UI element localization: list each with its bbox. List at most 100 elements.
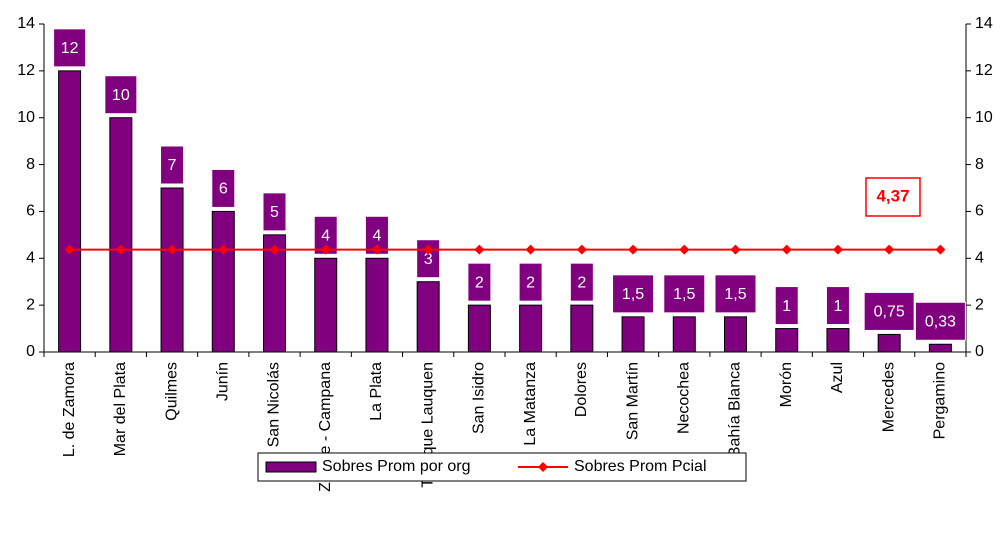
bar — [928, 343, 952, 353]
legend-label: Sobres Prom Pcial — [574, 458, 707, 475]
value-label-box — [160, 145, 185, 185]
legend-label: Sobres Prom por org — [322, 458, 471, 475]
line-marker — [218, 244, 229, 255]
annotation-box — [865, 177, 921, 217]
line-marker — [423, 244, 434, 255]
y2-tick-label: 2 — [975, 296, 984, 313]
y-tick-label: 2 — [26, 296, 35, 313]
y2-tick-label: 8 — [975, 156, 984, 173]
x-tick-label: Morón — [778, 362, 795, 407]
value-label: 0,75 — [874, 304, 905, 321]
legend-swatch — [265, 461, 317, 473]
line-marker — [525, 244, 536, 255]
y-tick-label: 0 — [26, 343, 35, 360]
value-label-box — [774, 286, 799, 326]
bar — [58, 70, 82, 353]
y-tick-label: 6 — [26, 203, 35, 220]
x-tick-label: San Martín — [624, 362, 641, 440]
x-tick-label: Azul — [829, 362, 846, 393]
bar — [467, 304, 491, 353]
bar — [519, 304, 543, 353]
value-label-box — [863, 291, 915, 331]
legend-box — [257, 452, 747, 482]
line-marker — [832, 244, 843, 255]
line-marker — [115, 244, 126, 255]
y2-tick-label: 6 — [975, 203, 984, 220]
bar — [416, 281, 440, 353]
bar — [724, 316, 747, 353]
value-label-box — [825, 286, 850, 326]
x-tick-label: Junín — [214, 362, 231, 401]
y2-tick-label: 0 — [975, 343, 984, 360]
bar — [877, 333, 901, 353]
value-label-box — [663, 274, 706, 314]
line-marker — [167, 244, 178, 255]
line-marker — [576, 244, 587, 255]
bar — [314, 257, 338, 353]
legend-swatch — [538, 462, 548, 472]
y-tick-label: 10 — [17, 109, 35, 126]
line-marker — [269, 244, 280, 255]
value-label: 6 — [219, 181, 228, 198]
value-label: 4 — [321, 228, 330, 245]
value-label: 5 — [270, 204, 279, 221]
bar — [365, 257, 389, 353]
x-tick-label: San Isidro — [471, 362, 488, 434]
bar — [211, 210, 235, 353]
line-marker — [371, 244, 382, 255]
line-marker — [679, 244, 690, 255]
line-marker — [474, 244, 485, 255]
line-marker — [884, 244, 895, 255]
value-label: 12 — [61, 40, 79, 57]
x-tick-label: Quilmes — [163, 362, 180, 421]
value-label-box — [518, 262, 543, 302]
bar — [775, 328, 799, 353]
x-tick-label: Pergamino — [932, 362, 949, 439]
line-marker — [320, 244, 331, 255]
value-label-box — [211, 168, 236, 208]
value-label: 2 — [526, 274, 535, 291]
bar — [672, 316, 696, 353]
value-label-box — [612, 274, 655, 314]
y2-tick-label: 10 — [975, 109, 993, 126]
value-label: 1 — [833, 298, 842, 315]
bar — [570, 304, 594, 353]
line-marker — [64, 244, 75, 255]
bar — [826, 328, 850, 353]
line-marker — [781, 244, 792, 255]
value-label: 10 — [112, 87, 130, 104]
line-marker — [935, 244, 946, 255]
value-label: 0,33 — [925, 313, 956, 330]
value-label: 1,5 — [673, 286, 695, 303]
y-tick-label: 8 — [26, 156, 35, 173]
y-tick-label: 12 — [17, 62, 35, 79]
value-label: 1,5 — [622, 286, 644, 303]
value-label: 2 — [475, 274, 484, 291]
x-tick-label: La Plata — [368, 362, 385, 421]
bar — [160, 187, 184, 353]
bar — [621, 316, 645, 353]
value-label-box — [467, 262, 492, 302]
x-tick-label: San Nicolás — [266, 362, 283, 447]
annotation: 4,37 — [876, 186, 909, 205]
x-tick-label: Bahía Blanca — [727, 362, 744, 457]
bar — [109, 117, 133, 353]
x-tick-label: L. de Zamora — [61, 362, 78, 457]
y-tick-label: 4 — [26, 250, 35, 267]
value-label-box — [714, 274, 757, 314]
y2-tick-label: 14 — [975, 15, 993, 32]
value-label: 3 — [424, 251, 433, 268]
x-tick-label: Necochea — [675, 362, 692, 434]
x-tick-label: Mercedes — [880, 362, 897, 432]
value-label-box — [914, 301, 966, 341]
line-marker — [628, 244, 639, 255]
bar — [263, 234, 286, 353]
value-label: 7 — [168, 157, 177, 174]
y2-tick-label: 4 — [975, 250, 984, 267]
value-label: 1,5 — [724, 286, 746, 303]
value-label-box — [104, 75, 138, 115]
value-label-box — [53, 28, 87, 68]
x-tick-label: La Matanza — [522, 362, 539, 446]
value-label-box — [262, 192, 287, 232]
